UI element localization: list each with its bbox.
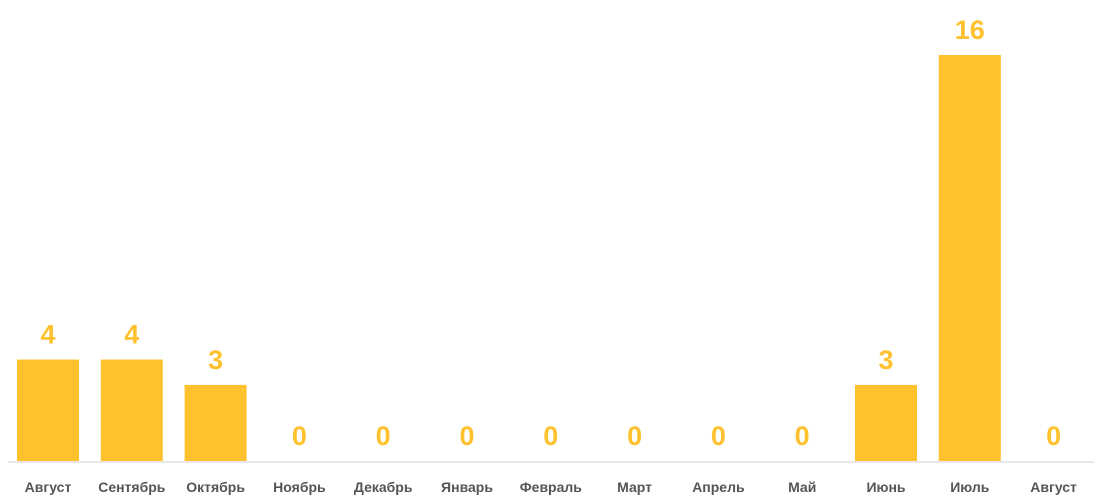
value-label-7: 0 (627, 421, 642, 451)
tick-label-6: Февраль (520, 479, 583, 495)
bar-11 (938, 55, 1001, 461)
bars-group (17, 55, 1001, 461)
tick-labels-group: Август Сентябрь Октябрь Ноябрь Декабрь Январь… (25, 479, 1077, 495)
tick-label-7: Март (617, 479, 652, 495)
value-label-4: 0 (376, 421, 391, 451)
tick-label-2: Октябрь (186, 479, 245, 495)
value-label-10: 3 (878, 345, 893, 375)
value-label-11: 16 (955, 15, 985, 45)
bar-10 (855, 384, 917, 461)
tick-label-0: Август (25, 479, 72, 495)
value-label-12: 0 (1046, 421, 1061, 451)
tick-label-11: Июль (950, 479, 990, 495)
value-label-5: 0 (459, 421, 474, 451)
value-label-9: 0 (795, 421, 810, 451)
bar-0 (17, 359, 79, 461)
tick-label-5: Январь (441, 479, 493, 495)
tick-label-1: Сентябрь (98, 479, 166, 495)
value-label-6: 0 (543, 421, 558, 451)
value-labels-group: 4 4 3 0 0 0 0 0 0 0 3 16 0 (40, 15, 1061, 451)
tick-label-3: Ноябрь (273, 479, 326, 495)
tick-label-12: Август (1030, 479, 1077, 495)
value-label-2: 3 (208, 345, 223, 375)
value-label-8: 0 (711, 421, 726, 451)
bar-1 (100, 359, 163, 461)
value-label-1: 4 (124, 320, 139, 350)
value-label-0: 4 (40, 320, 55, 350)
value-label-3: 0 (292, 421, 307, 451)
tick-label-9: Май (788, 479, 816, 495)
tick-label-10: Июнь (866, 479, 905, 495)
tick-label-4: Декабрь (354, 479, 413, 495)
bar-2 (184, 384, 247, 461)
tick-label-8: Апрель (692, 479, 745, 495)
